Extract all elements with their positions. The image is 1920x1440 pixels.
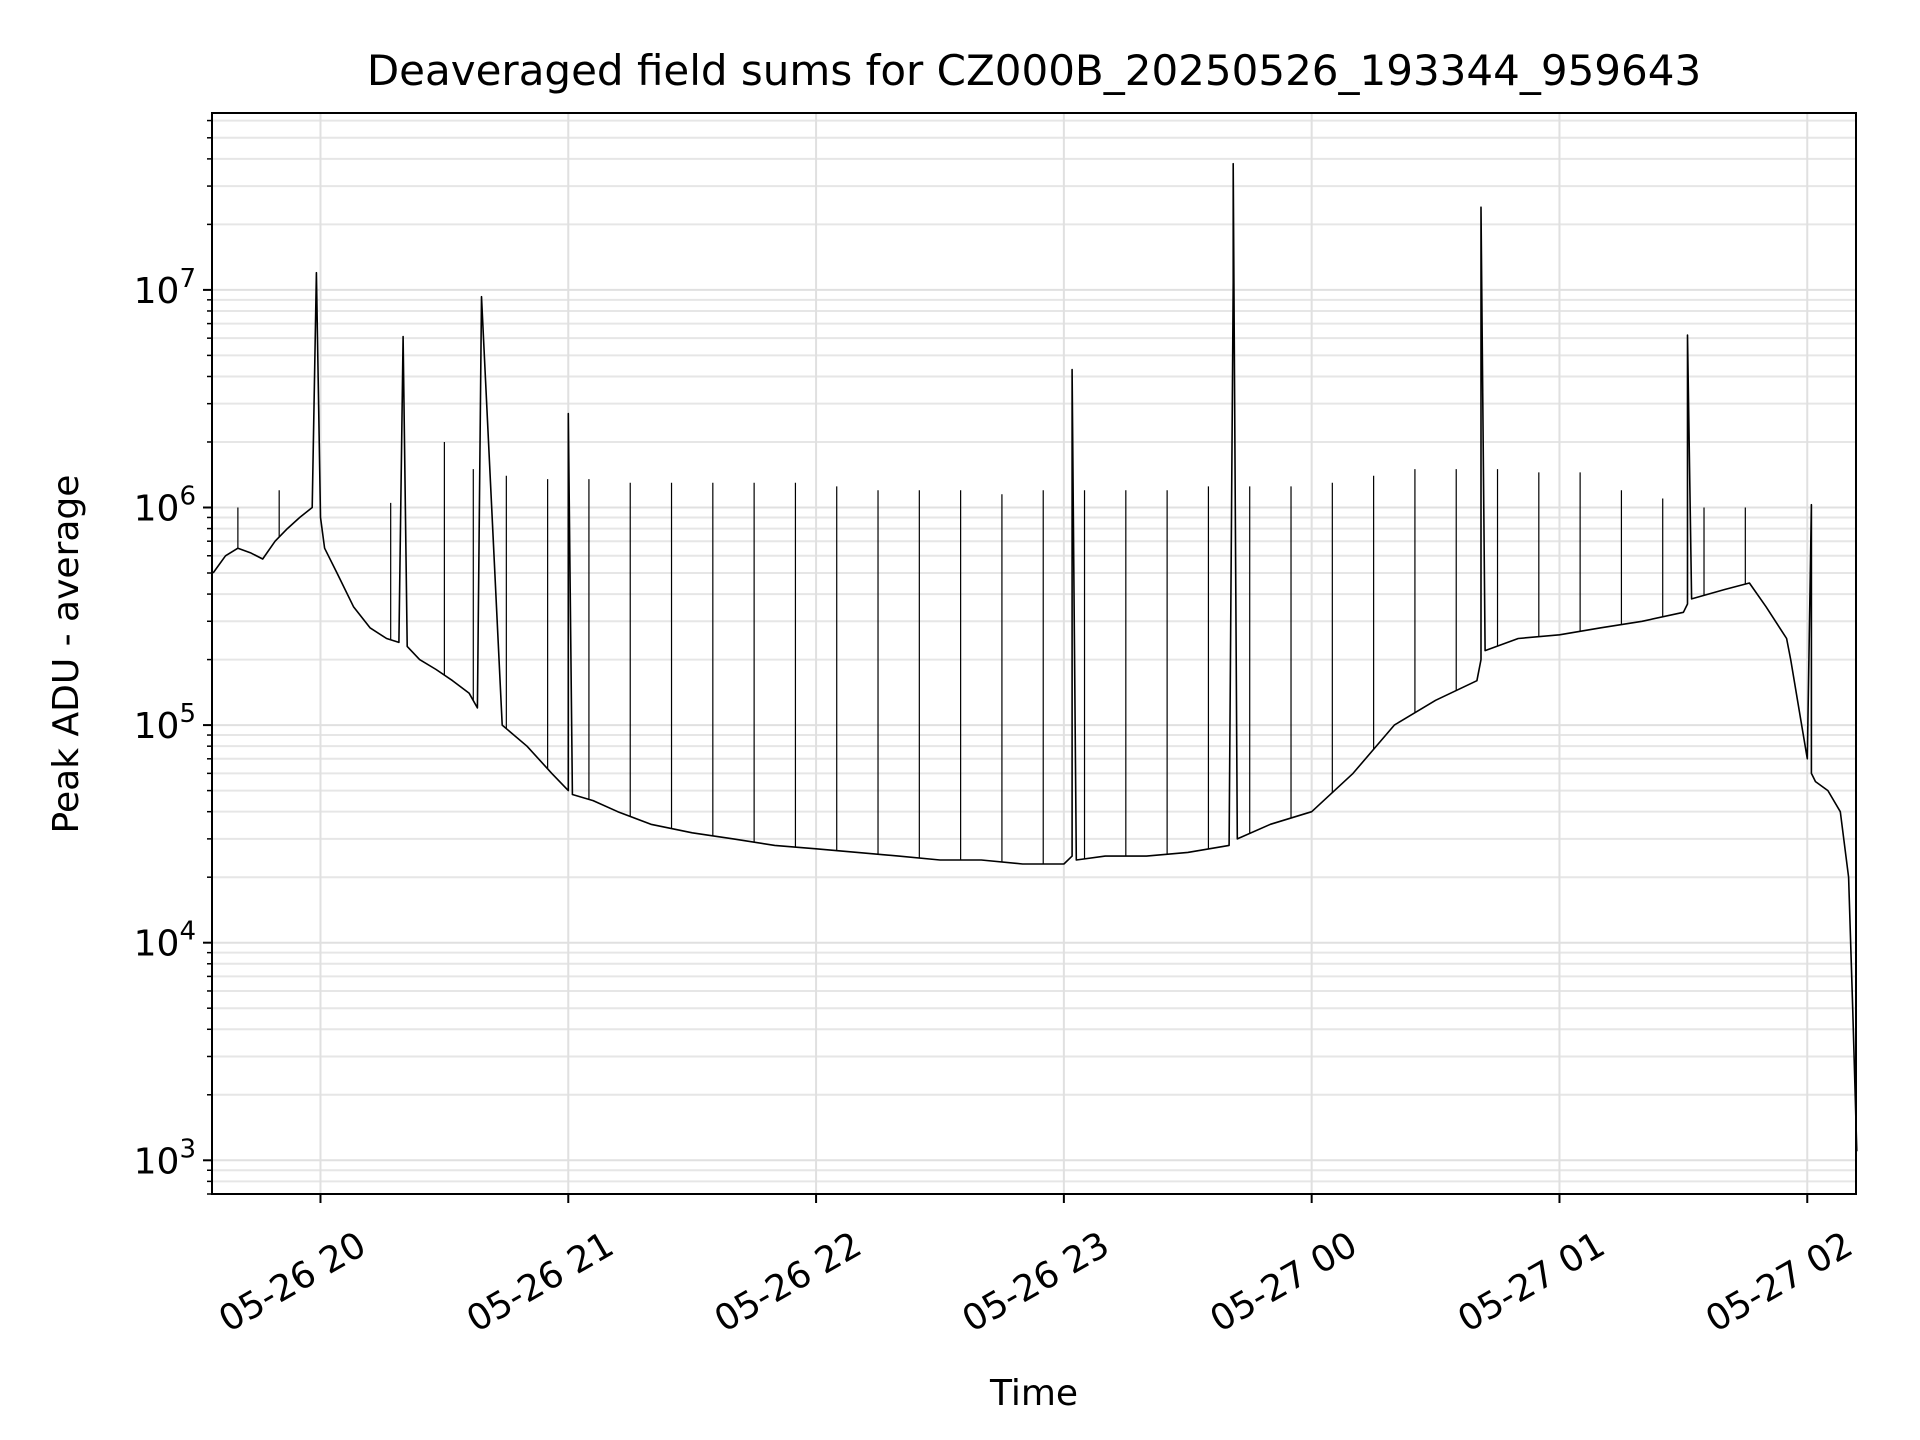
x-axis-label: Time bbox=[989, 1373, 1078, 1414]
series-line bbox=[212, 162, 1858, 1152]
y-tick-label: 104 bbox=[134, 917, 196, 965]
y-tick-label: 103 bbox=[134, 1134, 196, 1182]
y-tick-label: 106 bbox=[134, 481, 196, 529]
series-group bbox=[212, 162, 1858, 1152]
y-tick-label: 107 bbox=[134, 264, 196, 312]
y-tick-label: 105 bbox=[134, 699, 196, 747]
plot-frame bbox=[211, 112, 1857, 1195]
chart-title: Deaveraged field sums for CZ000B_2025052… bbox=[367, 46, 1701, 95]
grid bbox=[212, 113, 1856, 1195]
y-axis-label: Peak ADU - average bbox=[46, 475, 87, 834]
